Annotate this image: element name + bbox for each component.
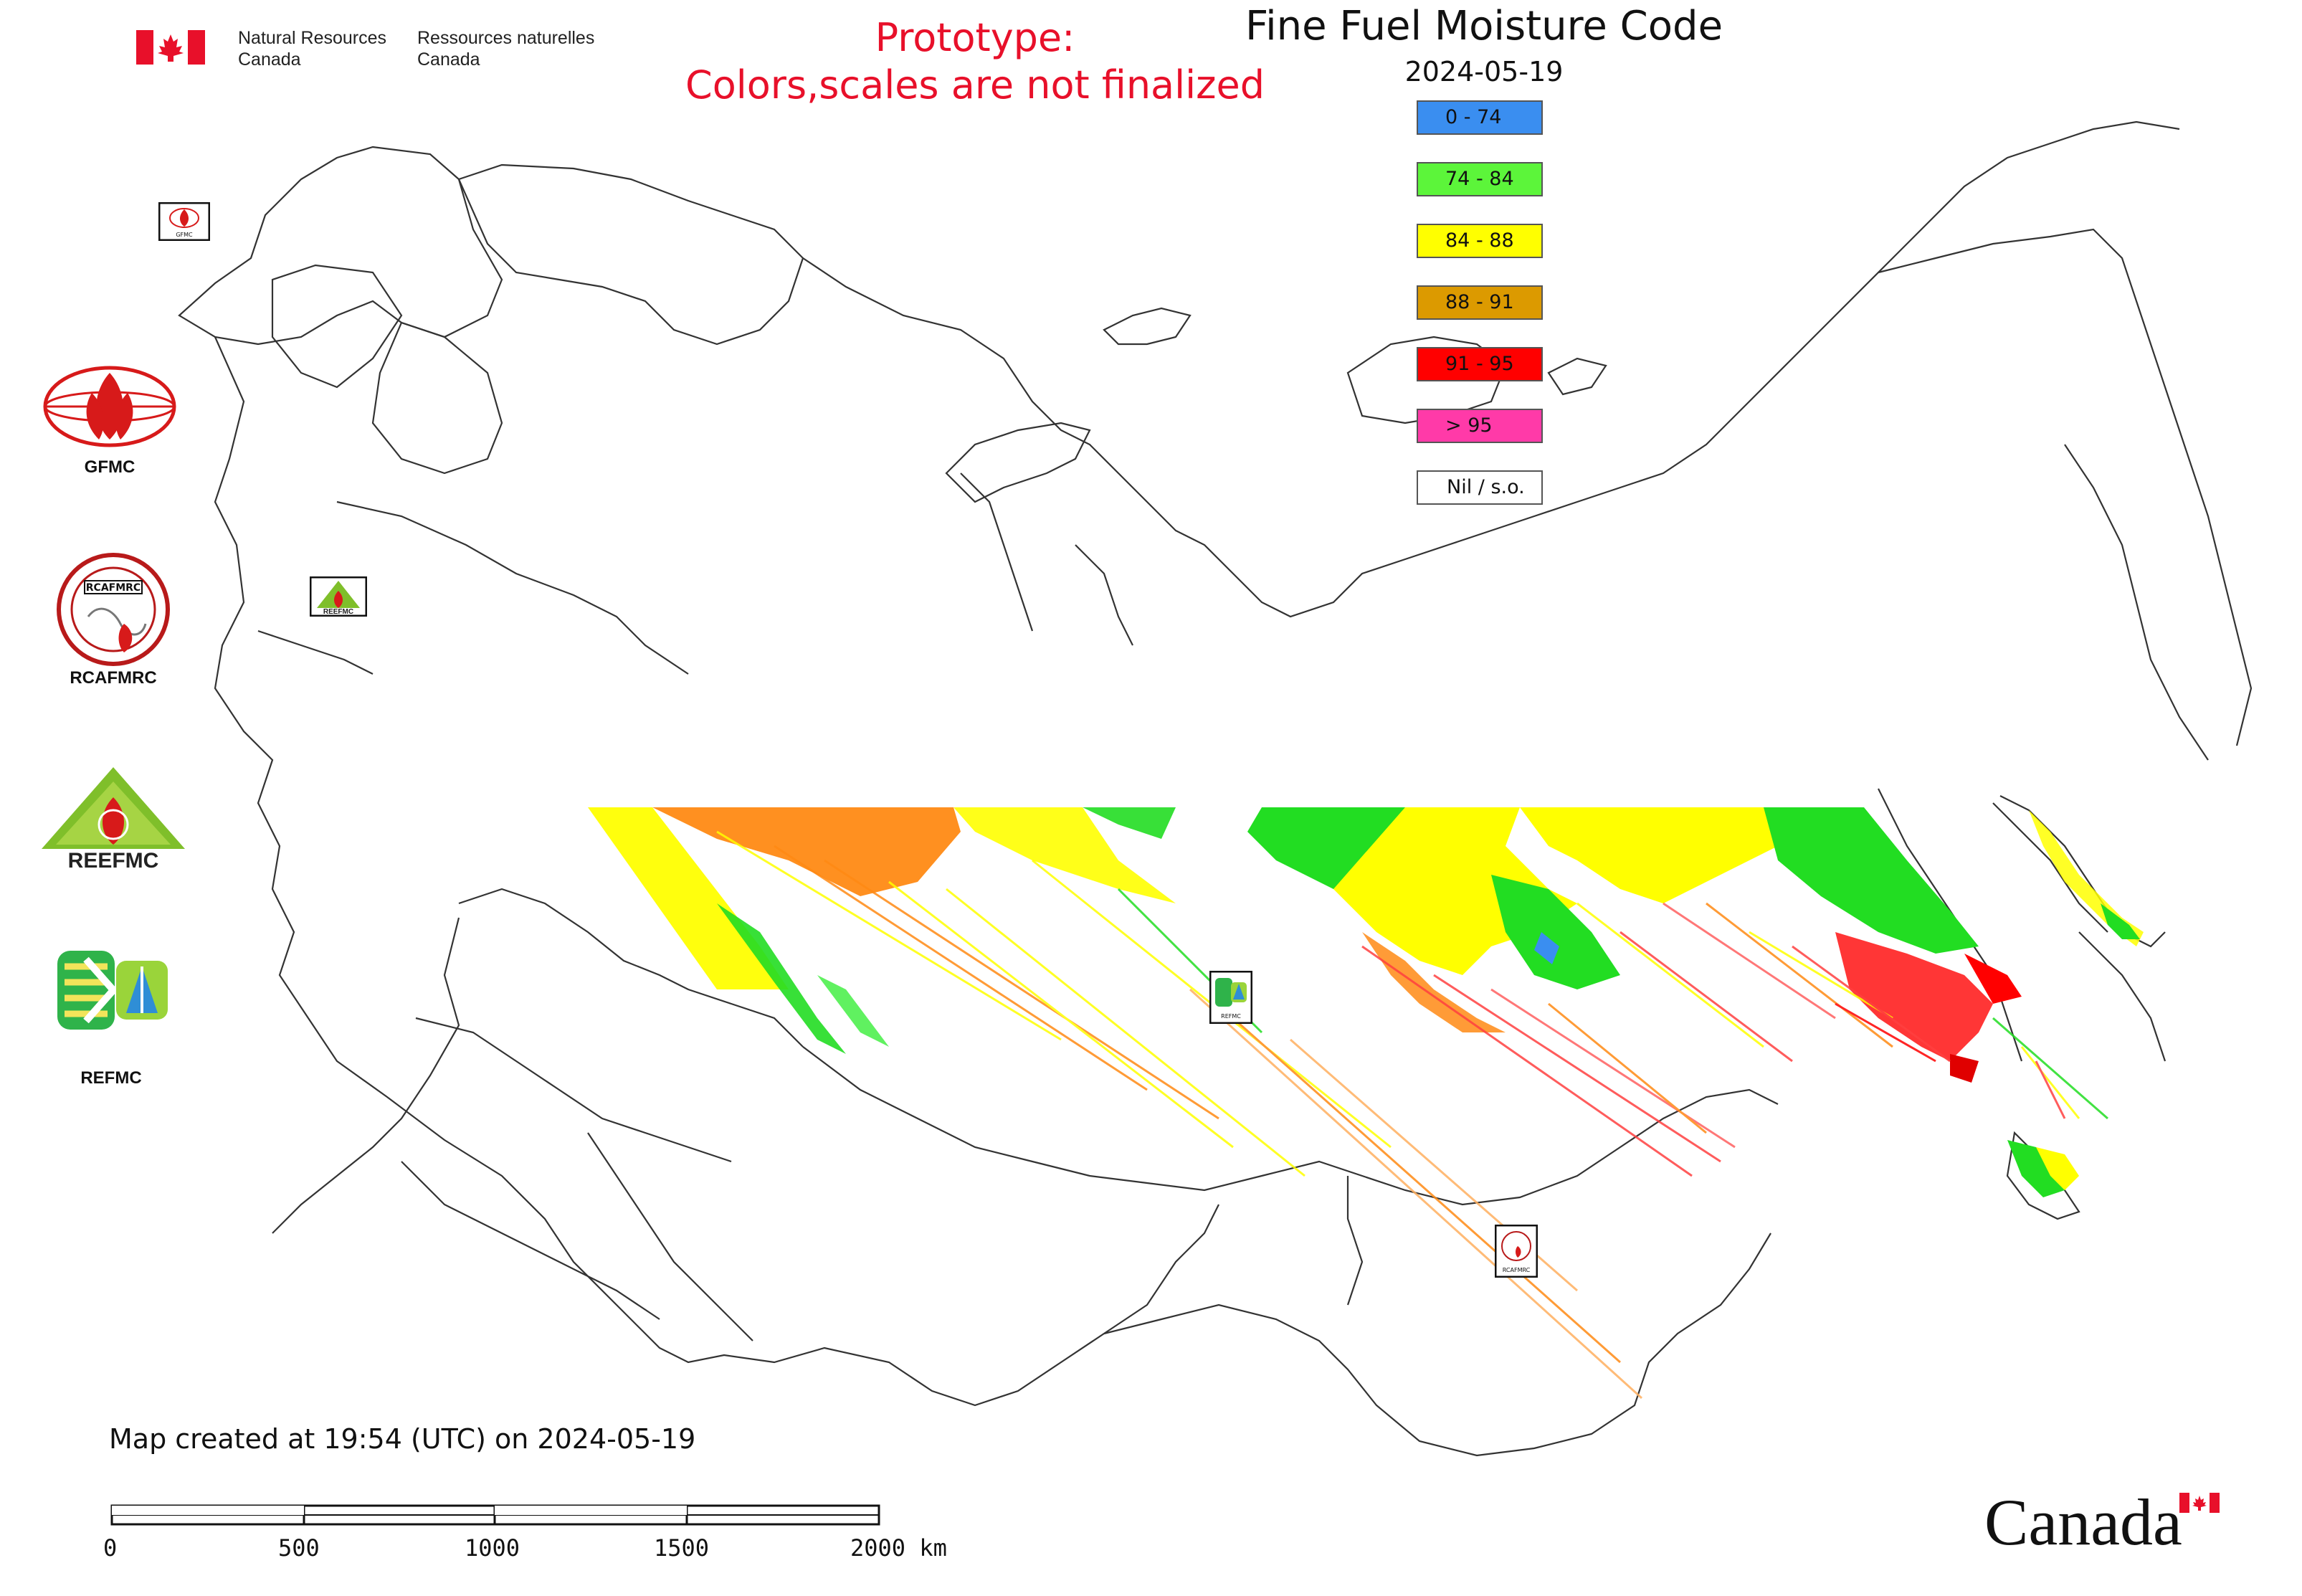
legend-item-88-91: 88 - 91 xyxy=(1417,285,1543,320)
scale-tick-0: 0 xyxy=(103,1534,118,1562)
legend-item-0-74: 0 - 74 xyxy=(1417,100,1543,135)
rcafmrc-logo-icon: RCAFMRC xyxy=(57,553,170,666)
canada-wordmark-flag-icon xyxy=(2179,1493,2220,1513)
swath-green-west2 xyxy=(817,975,889,1047)
svg-text:RCAFMRC: RCAFMRC xyxy=(86,582,141,594)
swath-green-west xyxy=(717,903,846,1054)
map-title: Fine Fuel Moisture Code xyxy=(1245,3,1723,49)
rcafmrc-marker-icon: RCAFMRC xyxy=(1495,1225,1538,1278)
agency-label-rcafmrc: RCAFMRC xyxy=(70,668,157,688)
scale-tick-500: 500 xyxy=(278,1534,320,1562)
refmc-logo-icon xyxy=(57,951,168,1030)
agency-label-gfmc: GFMC xyxy=(84,457,135,477)
gfmc-marker-icon: GFMC xyxy=(158,202,210,241)
swath-sakhalin xyxy=(2007,1140,2065,1197)
legend-item-91-95: 91 - 95 xyxy=(1417,347,1543,381)
gfmc-logo-icon xyxy=(43,366,176,447)
reefmc-marker-icon: REEFMC xyxy=(310,576,367,617)
svg-text:REEFMC: REEFMC xyxy=(68,849,159,872)
ffmc-swaths xyxy=(588,807,2144,1400)
map-created-text: Map created at 19:54 (UTC) on 2024-05-19 xyxy=(109,1423,696,1455)
swath-red-ne xyxy=(1964,954,2022,1004)
scale-tick-2000: 2000 km xyxy=(850,1534,947,1562)
swath-kamchatka xyxy=(2029,810,2144,946)
canada-flag-icon xyxy=(136,30,205,65)
legend-item-84-88: 84 - 88 xyxy=(1417,224,1543,258)
swath-green-central2 xyxy=(1491,875,1620,989)
svg-text:REEFMC: REEFMC xyxy=(323,608,353,616)
scale-tick-1500: 1500 xyxy=(654,1534,710,1562)
swath-green-east xyxy=(1764,807,1979,954)
legend-item-nil: Nil / s.o. xyxy=(1417,470,1543,505)
svg-text:RCAFMRC: RCAFMRC xyxy=(1503,1267,1531,1273)
swath-sakhalin-yellow xyxy=(2036,1147,2079,1190)
swath-green-mid xyxy=(1083,807,1176,839)
swath-yellow-west xyxy=(588,807,789,989)
agency-name-en: Natural Resources Canada xyxy=(238,28,387,70)
scale-bar xyxy=(110,1504,880,1526)
swath-orange-central xyxy=(1362,932,1506,1032)
agency-name-fr: Ressources naturelles Canada xyxy=(417,28,595,70)
swath-kamchatka-green xyxy=(2101,903,2140,939)
legend-item-74-84: 74 - 84 xyxy=(1417,162,1543,196)
prototype-notice: Prototype: Colors,scales are not finaliz… xyxy=(685,15,1265,108)
country-borders xyxy=(178,120,2253,1457)
swath-red-tip xyxy=(1950,1054,1979,1083)
refmc-marker-icon: REFMC xyxy=(1209,971,1252,1024)
scale-tick-1000: 1000 xyxy=(465,1534,520,1562)
swath-yellow-mid xyxy=(953,807,1176,903)
canada-wordmark: Canada xyxy=(1984,1486,2182,1559)
swath-orange-west xyxy=(652,807,961,896)
map-date: 2024-05-19 xyxy=(1404,56,1564,87)
reefmc-logo-icon: REEFMC xyxy=(42,767,185,872)
swath-red-east xyxy=(1835,932,1993,1061)
svg-text:REFMC: REFMC xyxy=(1221,1013,1241,1020)
agency-label-refmc: REFMC xyxy=(80,1068,142,1088)
svg-text:GFMC: GFMC xyxy=(176,232,193,238)
swath-blue-central xyxy=(1534,932,1559,964)
legend-item-gt-95: > 95 xyxy=(1417,409,1543,443)
